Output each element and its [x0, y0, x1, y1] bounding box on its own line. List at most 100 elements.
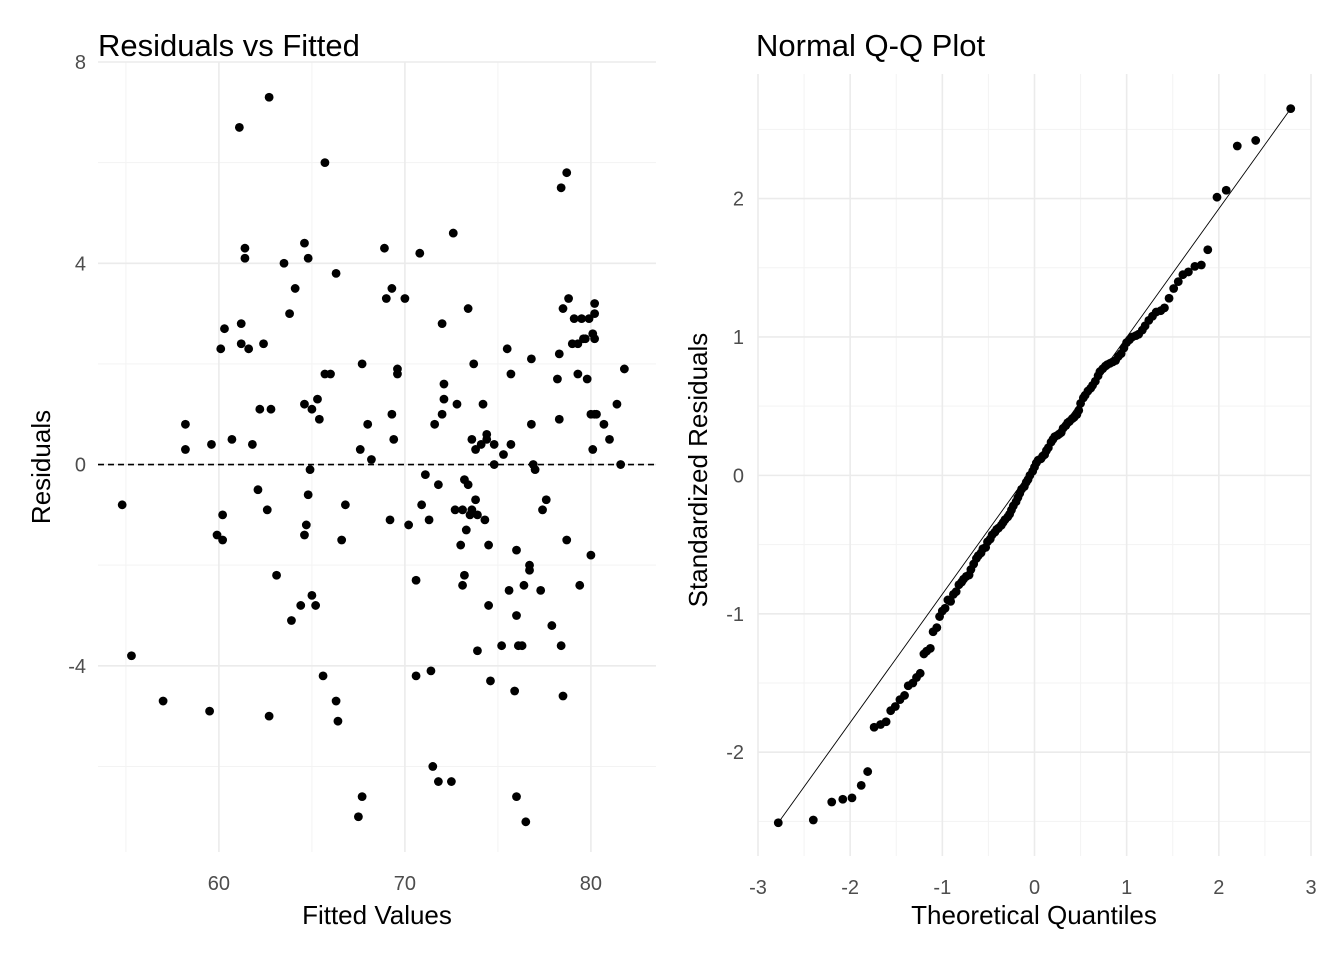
- qq-point: [847, 793, 857, 803]
- residual-point: [236, 339, 246, 349]
- residual-x-tick-label: 60: [208, 873, 230, 895]
- residual-point: [573, 339, 583, 349]
- residual-point: [486, 676, 495, 686]
- residual-point: [489, 440, 499, 449]
- residual-point: [393, 364, 402, 374]
- residual-point: [411, 575, 421, 585]
- standardized-y-tick-labels: -2 -1 0 1 2: [726, 189, 744, 765]
- residual-point: [437, 409, 447, 419]
- residual-point: [562, 168, 572, 178]
- residual-point: [461, 525, 471, 535]
- residual-point: [389, 434, 399, 444]
- qq-point: [863, 767, 873, 776]
- residual-point: [287, 616, 296, 625]
- residual-point: [553, 374, 562, 384]
- residual-point: [558, 304, 568, 313]
- residual-point: [439, 394, 449, 404]
- residual-point: [458, 505, 467, 515]
- residual-point: [482, 429, 492, 439]
- qq-point: [925, 643, 935, 653]
- qq-point: [1164, 293, 1174, 303]
- residual-point: [404, 520, 414, 530]
- theoretical-quantiles-axis-label: Theoretical Quantiles: [911, 900, 1157, 930]
- qq-x-tick-label: -1: [933, 877, 951, 899]
- residual-point: [439, 379, 449, 389]
- residual-point: [536, 585, 546, 595]
- residual-point: [264, 92, 274, 102]
- residual-point: [590, 299, 600, 308]
- qq-y-tick-label: 2: [733, 189, 744, 211]
- residual-point: [458, 580, 467, 590]
- residual-point: [469, 359, 479, 369]
- residual-point: [381, 294, 391, 303]
- residual-point: [411, 671, 421, 681]
- residual-point: [577, 314, 586, 324]
- qq-point: [1251, 136, 1261, 145]
- residual-point: [525, 565, 534, 575]
- residual-point: [314, 414, 324, 424]
- residual-point: [506, 440, 516, 449]
- residual-point: [504, 585, 514, 595]
- residual-point: [387, 284, 397, 293]
- residual-point: [554, 349, 564, 359]
- theoretical-x-tick-labels: -3 -2 -1 0 1 2 3: [749, 877, 1316, 899]
- residual-point: [476, 440, 486, 449]
- residual-point: [326, 369, 335, 379]
- qq-point: [881, 717, 891, 727]
- qq-y-tick-label: 0: [733, 465, 744, 487]
- residual-point: [473, 510, 482, 520]
- normal-qq-title: Normal Q-Q Plot: [756, 28, 985, 63]
- residual-point: [236, 319, 246, 329]
- residual-point: [538, 505, 547, 515]
- residual-point: [227, 434, 237, 444]
- residuals-axis-label: Residuals: [26, 410, 56, 524]
- residual-point: [588, 445, 598, 454]
- qq-point: [940, 603, 950, 613]
- residual-y-tick-label: 4: [75, 253, 86, 275]
- residual-point: [426, 666, 436, 676]
- residual-point: [447, 777, 456, 786]
- residual-point: [357, 359, 367, 369]
- residual-point: [205, 706, 215, 716]
- residual-point: [506, 369, 516, 379]
- residuals-vs-fitted-panel: 60 70 80 -4 0 4 8 Residuals vs Fitted Fitted …: [26, 28, 656, 930]
- residual-point: [521, 817, 531, 827]
- residual-point: [234, 123, 244, 132]
- residual-point: [355, 445, 365, 454]
- residual-point: [218, 510, 228, 520]
- residual-point: [586, 550, 596, 560]
- residual-point: [318, 671, 328, 681]
- residual-point: [337, 535, 347, 545]
- residual-point: [541, 495, 551, 505]
- residual-point: [127, 651, 136, 661]
- qq-point: [951, 587, 961, 597]
- residual-point: [266, 404, 276, 414]
- residual-point: [307, 404, 317, 414]
- residual-point: [584, 314, 594, 324]
- residual-point: [117, 500, 127, 510]
- residual-point: [331, 268, 341, 278]
- residual-point: [313, 394, 322, 404]
- residual-point: [417, 500, 427, 510]
- residual-point: [240, 243, 250, 253]
- qq-point: [838, 794, 848, 804]
- qq-x-tick-label: 0: [1029, 877, 1040, 899]
- residual-point: [562, 535, 572, 545]
- residual-point: [300, 238, 309, 248]
- residual-point: [519, 580, 529, 590]
- residual-point: [300, 530, 309, 540]
- residual-point: [499, 450, 508, 459]
- residual-point: [599, 419, 609, 429]
- residual-point: [573, 369, 583, 379]
- residual-point: [590, 309, 600, 318]
- qq-point: [856, 781, 866, 790]
- residual-point: [253, 485, 263, 495]
- residual-point: [448, 228, 458, 238]
- qq-point: [900, 691, 909, 700]
- residual-point: [575, 580, 585, 590]
- residual-point: [430, 419, 440, 429]
- normal-qq-panel: -3 -2 -1 0 1 2 3 -2 -1 0 1 2 Normal Q-Q Plot Theor…: [683, 28, 1317, 930]
- residual-point: [247, 440, 257, 449]
- residual-point: [333, 716, 343, 726]
- qq-point: [946, 596, 956, 606]
